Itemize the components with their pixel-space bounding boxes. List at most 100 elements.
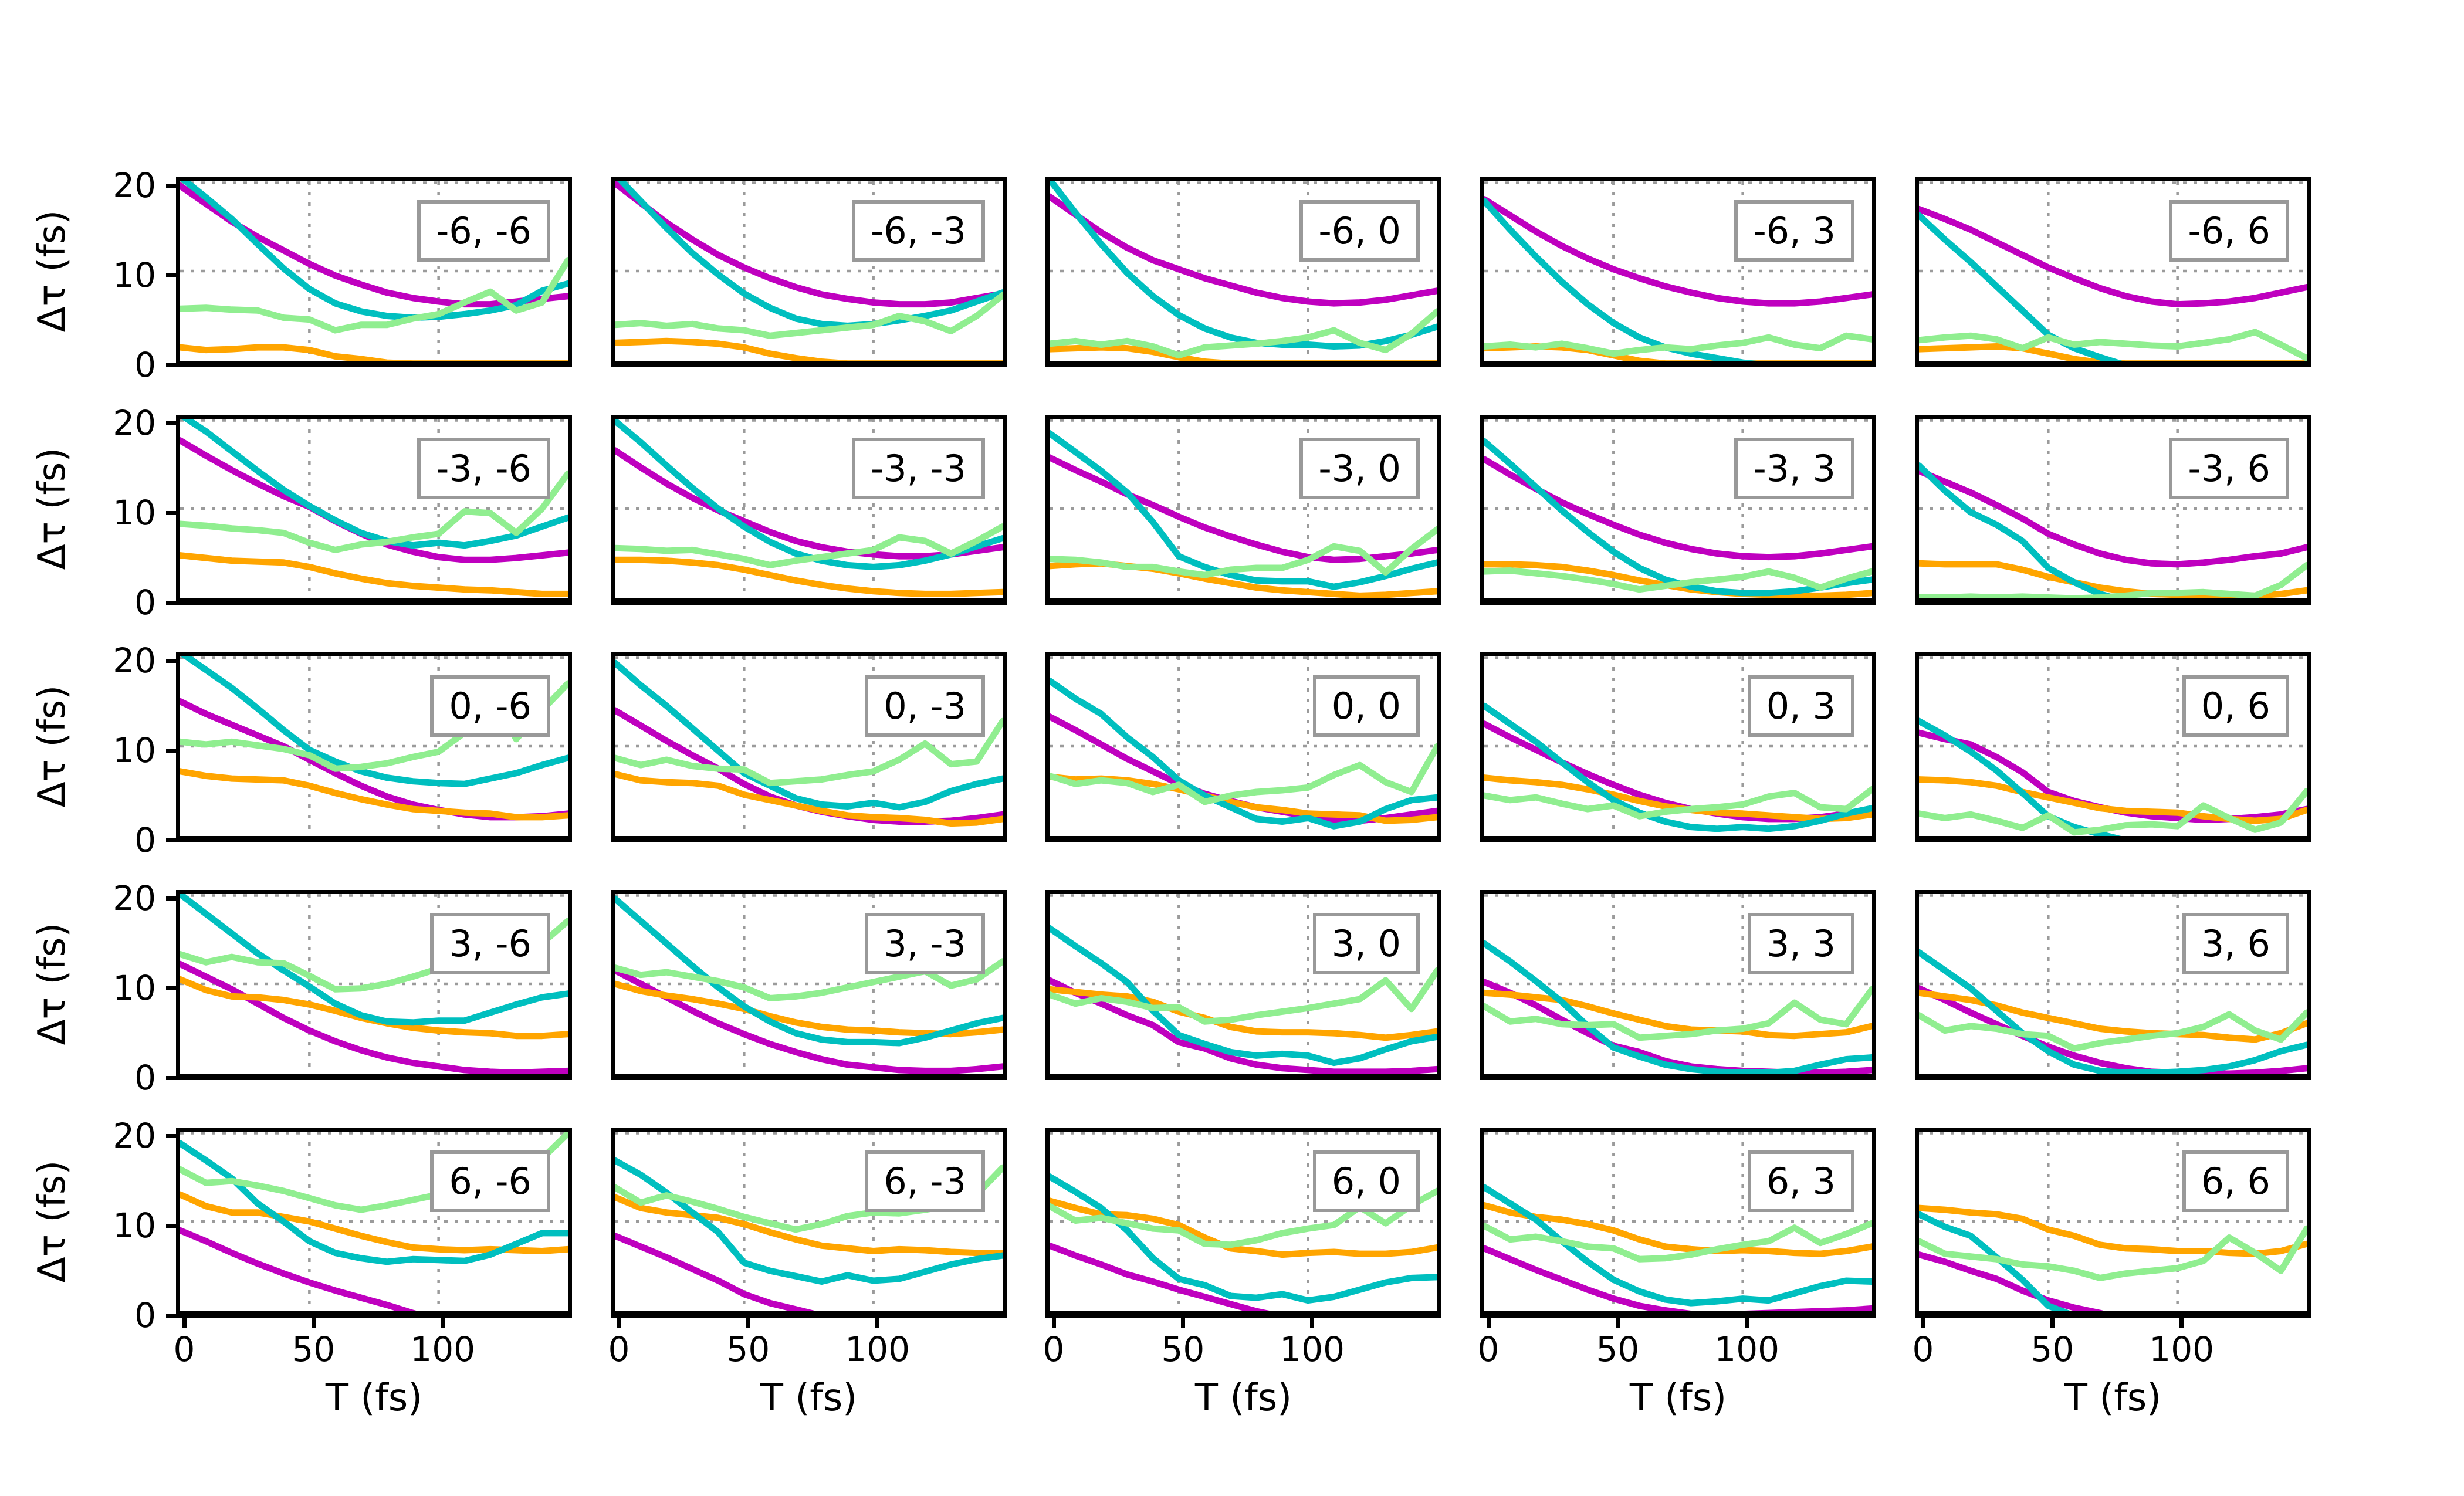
x-tick-label: 100 bbox=[410, 1329, 476, 1369]
plot-area bbox=[615, 181, 1003, 361]
subplot-r1c4: -3, 6 bbox=[1915, 415, 2311, 605]
plot-area bbox=[1919, 894, 2307, 1074]
y-axis-label: Δτ (fs) bbox=[31, 922, 74, 1045]
y-tick-label: 20 bbox=[113, 878, 156, 918]
x-tick-label: 100 bbox=[1714, 1329, 1780, 1369]
y-tick bbox=[166, 510, 176, 515]
y-tick bbox=[166, 838, 176, 842]
x-tick-label: 0 bbox=[173, 1329, 195, 1369]
x-tick bbox=[2179, 1318, 2184, 1328]
y-axis-label: Δτ (fs) bbox=[31, 209, 74, 333]
line-teal bbox=[615, 659, 1003, 811]
annotation-label: 0, 3 bbox=[1747, 675, 1854, 737]
line-orange bbox=[1919, 343, 2307, 361]
y-axis-label: Δτ (fs) bbox=[31, 685, 74, 808]
subplot-r2c3: 0, 3 bbox=[1480, 652, 1876, 842]
x-tick bbox=[617, 1318, 621, 1328]
x-tick bbox=[311, 1318, 316, 1328]
y-tick bbox=[166, 1313, 176, 1318]
annotation-label: 6, 3 bbox=[1747, 1150, 1854, 1213]
x-tick-label: 50 bbox=[2030, 1329, 2074, 1369]
line-teal bbox=[1919, 949, 2307, 1074]
subplot-r1c1: -3, -3 bbox=[611, 415, 1007, 605]
y-tick bbox=[166, 273, 176, 277]
x-axis-label: T (fs) bbox=[325, 1376, 423, 1420]
annotation-label: -6, 3 bbox=[1734, 200, 1854, 262]
y-tick bbox=[166, 421, 176, 425]
subplot-r0c3: -6, 3 bbox=[1480, 177, 1876, 367]
line-orange bbox=[1050, 344, 1437, 361]
line-magenta bbox=[1919, 468, 2307, 568]
line-green bbox=[1050, 1187, 1437, 1248]
plot-area bbox=[1484, 1132, 1872, 1311]
line-orange bbox=[1050, 1197, 1437, 1258]
x-tick bbox=[1745, 1318, 1749, 1328]
annotation-label: 6, -3 bbox=[865, 1150, 985, 1213]
y-tick bbox=[166, 600, 176, 605]
line-orange bbox=[180, 344, 568, 361]
plot-area bbox=[615, 1132, 1003, 1311]
annotation-label: 6, -6 bbox=[430, 1150, 550, 1213]
line-teal bbox=[1484, 702, 1872, 832]
x-tick bbox=[875, 1318, 880, 1328]
line-green bbox=[1919, 561, 2307, 598]
line-green bbox=[1484, 786, 1872, 820]
line-teal bbox=[181, 419, 568, 549]
line-magenta bbox=[1919, 205, 2307, 308]
line-orange bbox=[1484, 989, 1872, 1040]
plot-area bbox=[1050, 656, 1437, 836]
x-tick-label: 50 bbox=[292, 1329, 336, 1369]
x-tick-label: 100 bbox=[1280, 1329, 1345, 1369]
plot-area bbox=[1484, 656, 1872, 836]
y-tick bbox=[166, 1075, 176, 1080]
line-orange bbox=[615, 1194, 1003, 1257]
y-axis-label: Δτ (fs) bbox=[31, 447, 74, 570]
subplot-r0c0: -6, -6 20 10 0 Δτ (fs) bbox=[31, 168, 572, 382]
y-tick-label: 20 bbox=[113, 641, 156, 681]
line-teal bbox=[180, 894, 568, 1026]
x-tick bbox=[1051, 1318, 1056, 1328]
y-tick-label: 0 bbox=[134, 345, 156, 385]
annotation-label: 0, 6 bbox=[2182, 675, 2289, 737]
line-teal bbox=[1919, 717, 2121, 836]
line-teal bbox=[1050, 430, 1437, 590]
line-orange bbox=[1919, 776, 2307, 824]
line-magenta bbox=[615, 967, 1003, 1074]
line-magenta bbox=[615, 1233, 817, 1311]
line-teal bbox=[1484, 1184, 1872, 1307]
line-orange bbox=[1919, 560, 2307, 598]
subplot-r0c2: -6, 0 bbox=[1045, 177, 1441, 367]
plot-area bbox=[1919, 1132, 2307, 1311]
y-tick-label: 10 bbox=[113, 255, 156, 295]
annotation-label: -6, 6 bbox=[2169, 200, 2289, 262]
y-tick-label: 20 bbox=[113, 403, 156, 443]
line-teal bbox=[180, 181, 568, 321]
subplot-r2c1: 0, -3 bbox=[611, 652, 1007, 842]
plot-area bbox=[615, 894, 1003, 1074]
line-orange bbox=[1484, 1202, 1872, 1257]
line-teal bbox=[1919, 212, 2123, 361]
x-axis-label: T (fs) bbox=[1194, 1376, 1292, 1420]
line-orange bbox=[1050, 986, 1437, 1041]
subplot-r3c1: 3, -3 bbox=[611, 890, 1007, 1080]
y-tick bbox=[166, 1133, 176, 1138]
line-orange bbox=[615, 770, 1003, 827]
x-tick-label: 50 bbox=[1596, 1329, 1640, 1369]
line-magenta bbox=[1050, 977, 1437, 1074]
subplot-r4c1: 6, -3 0 50 100 T (fs) bbox=[608, 1128, 1007, 1417]
line-green bbox=[1050, 526, 1437, 578]
y-tick-label: 10 bbox=[113, 1206, 156, 1245]
line-magenta bbox=[1484, 1245, 1872, 1311]
plot-area bbox=[180, 894, 568, 1074]
subplot-r0c1: -6, -3 bbox=[611, 177, 1007, 367]
x-tick bbox=[1310, 1318, 1315, 1328]
y-tick-label: 0 bbox=[134, 1295, 156, 1335]
plot-area bbox=[180, 181, 568, 361]
x-tick-label: 100 bbox=[845, 1329, 911, 1369]
x-tick-label: 50 bbox=[1161, 1329, 1205, 1369]
line-green bbox=[1484, 1220, 1872, 1263]
line-teal bbox=[615, 895, 1003, 1047]
annotation-label: 3, -3 bbox=[865, 913, 985, 975]
plot-area bbox=[1050, 894, 1437, 1074]
